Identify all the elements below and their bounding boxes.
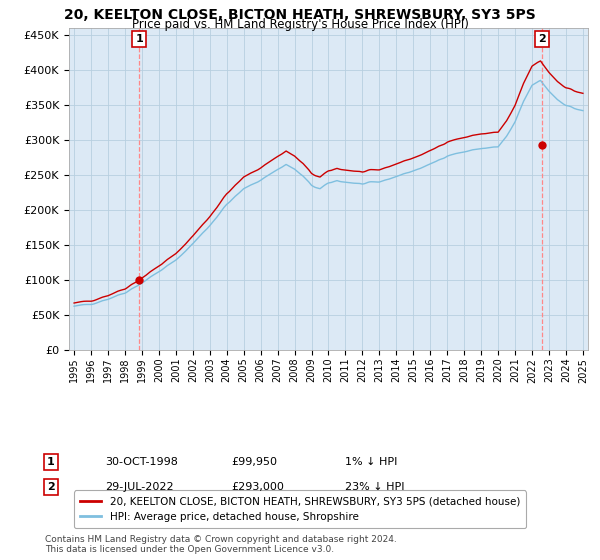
Text: Price paid vs. HM Land Registry's House Price Index (HPI): Price paid vs. HM Land Registry's House … xyxy=(131,18,469,31)
Text: 1% ↓ HPI: 1% ↓ HPI xyxy=(345,457,397,467)
Text: 20, KEELTON CLOSE, BICTON HEATH, SHREWSBURY, SY3 5PS: 20, KEELTON CLOSE, BICTON HEATH, SHREWSB… xyxy=(64,8,536,22)
Legend: 20, KEELTON CLOSE, BICTON HEATH, SHREWSBURY, SY3 5PS (detached house), HPI: Aver: 20, KEELTON CLOSE, BICTON HEATH, SHREWSB… xyxy=(74,491,526,528)
Text: 29-JUL-2022: 29-JUL-2022 xyxy=(105,482,173,492)
Text: 23% ↓ HPI: 23% ↓ HPI xyxy=(345,482,404,492)
Text: 30-OCT-1998: 30-OCT-1998 xyxy=(105,457,178,467)
Text: Contains HM Land Registry data © Crown copyright and database right 2024.
This d: Contains HM Land Registry data © Crown c… xyxy=(45,535,397,554)
Text: 2: 2 xyxy=(47,482,55,492)
Text: 1: 1 xyxy=(47,457,55,467)
Text: 1: 1 xyxy=(135,34,143,44)
Text: 2: 2 xyxy=(538,34,546,44)
Text: £293,000: £293,000 xyxy=(231,482,284,492)
Text: £99,950: £99,950 xyxy=(231,457,277,467)
